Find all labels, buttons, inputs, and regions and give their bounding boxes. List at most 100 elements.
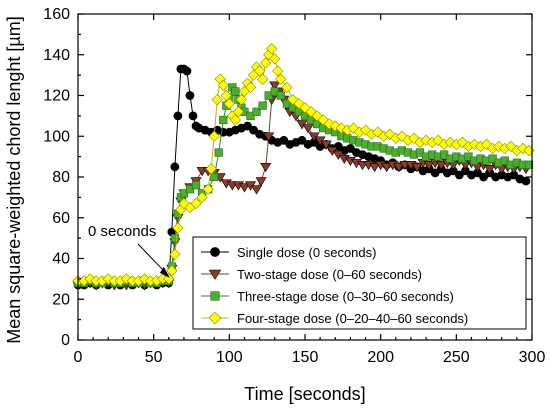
data-point: [521, 176, 531, 186]
data-point: [396, 130, 408, 142]
data-point: [170, 162, 180, 172]
data-point: [279, 135, 289, 145]
data-point: [269, 53, 281, 65]
legend-label: Four-stage dose (0–20–40–60 seconds): [237, 311, 468, 326]
legend-marker: [210, 291, 220, 301]
x-tick-label: 50: [145, 349, 163, 366]
y-axis-label: Mean square-weighted chord lenght [µm]: [4, 16, 24, 344]
data-point: [320, 140, 332, 150]
data-point: [260, 57, 272, 69]
data-point: [235, 93, 248, 106]
data-point: [211, 93, 223, 106]
legend-item: Three-stage dose (0–30–60 seconds): [201, 289, 454, 304]
x-tick-label: 200: [367, 349, 394, 366]
data-point: [411, 163, 423, 173]
data-point: [276, 91, 285, 100]
y-tick-label: 20: [52, 291, 70, 308]
data-point: [172, 222, 184, 234]
axes-layer: 0 50 100 150 200 250 300 0 20 40 60 80 100 120 140 160: [43, 6, 545, 366]
data-point: [505, 140, 517, 153]
data-point: [393, 163, 405, 173]
data-point: [190, 197, 202, 210]
y-tick-label: 0: [61, 332, 70, 349]
data-point: [185, 91, 195, 100]
y-tick-label: 60: [52, 210, 70, 227]
data-point: [253, 65, 266, 77]
y-tick-label: 100: [43, 128, 70, 145]
legend-item: Two-stage dose (0–60 seconds): [201, 267, 422, 282]
data-point: [430, 168, 440, 178]
data-point: [517, 142, 529, 155]
data-point: [435, 160, 447, 171]
y-tick-label: 40: [52, 251, 70, 268]
data-point: [196, 191, 208, 203]
legend-item: Four-stage dose (0–20–40–60 seconds): [201, 311, 468, 326]
data-point: [454, 170, 464, 180]
data-point: [252, 107, 261, 116]
x-tick-label: 300: [519, 349, 546, 366]
legend-marker: [208, 311, 222, 325]
data-point: [297, 135, 307, 145]
series-4: [72, 43, 535, 287]
data-point: [275, 73, 287, 85]
series-layer: [72, 43, 535, 291]
data-point: [238, 183, 250, 193]
data-point: [266, 43, 278, 55]
y-tick-label: 160: [43, 6, 70, 23]
data-point: [423, 160, 435, 171]
data-point: [214, 148, 223, 157]
data-point: [208, 130, 220, 142]
data-point: [260, 163, 272, 173]
data-point: [223, 98, 235, 110]
data-point: [120, 273, 133, 285]
data-point: [299, 102, 311, 114]
legend-label: Single dose (0 seconds): [237, 245, 376, 260]
y-tick-label: 120: [43, 88, 70, 105]
data-point: [257, 73, 269, 85]
x-axis-label: Time [seconds]: [244, 384, 365, 404]
data-point: [272, 65, 284, 77]
data-point: [249, 125, 258, 135]
legend-marker: [208, 269, 222, 280]
data-point: [369, 163, 381, 173]
y-tick-label: 140: [43, 47, 70, 64]
data-point: [220, 89, 232, 102]
data-point: [232, 106, 245, 118]
data-point: [229, 114, 242, 126]
annotation-arrow: [137, 243, 170, 278]
data-point: [244, 81, 257, 93]
x-tick-label: 150: [292, 349, 319, 366]
data-point: [169, 248, 181, 261]
data-point: [381, 163, 393, 173]
data-point: [163, 273, 175, 285]
data-point: [251, 185, 263, 195]
data-point: [217, 79, 229, 91]
legend-box: [192, 236, 527, 330]
data-point: [493, 140, 505, 153]
legend-label: Three-stage dose (0–30–60 seconds): [237, 289, 454, 304]
data-point: [269, 81, 281, 91]
data-point: [302, 124, 314, 134]
data-point: [219, 115, 228, 125]
legend-marker: [210, 247, 220, 257]
x-tick-label: 100: [216, 349, 243, 366]
data-point: [138, 273, 151, 285]
data-point: [263, 132, 275, 142]
legend-item: Single dose (0 seconds): [201, 245, 376, 260]
x-tick-label: 250: [443, 349, 470, 366]
legend: Single dose (0 seconds) Two-stage dose (0…: [192, 236, 527, 330]
data-point: [191, 181, 201, 190]
data-point: [479, 172, 488, 182]
data-point: [281, 81, 293, 93]
data-point: [166, 265, 178, 277]
annotation-text: 0 seconds: [88, 223, 156, 240]
data-point: [329, 120, 341, 132]
data-point: [255, 177, 267, 187]
data-point: [182, 66, 192, 76]
annotation: 0 seconds: [88, 223, 170, 278]
data-point: [205, 163, 217, 175]
data-point: [170, 234, 179, 243]
data-point: [231, 87, 240, 96]
data-point: [258, 101, 267, 110]
y-tick-label: 80: [52, 169, 70, 186]
